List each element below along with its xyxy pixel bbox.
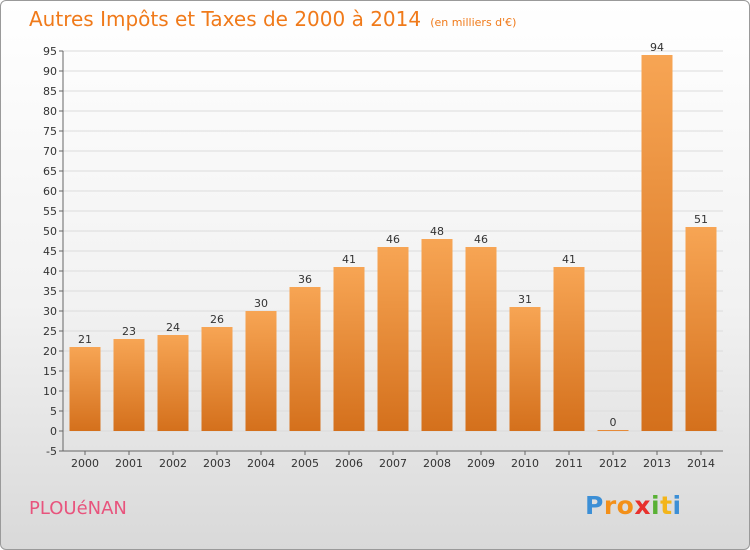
commune-name: PLOUéNAN: [29, 498, 127, 519]
y-tick-label: 10: [43, 385, 57, 398]
logo-letter: i: [672, 491, 682, 520]
bar-value-label: 41: [562, 253, 576, 266]
logo-letter: x: [634, 491, 651, 520]
y-tick-label: 60: [43, 185, 57, 198]
bar-value-label: 94: [650, 41, 664, 54]
bar-value-label: 31: [518, 293, 532, 306]
bar: [421, 239, 453, 431]
logo-letter: i: [651, 491, 661, 520]
bar-value-label: 21: [78, 333, 92, 346]
value-labels: 21 23 24 26 30 36 41 46 48 46 31 41 0 94 51: [78, 41, 708, 429]
logo-letter: t: [660, 491, 673, 520]
bar-value-label: 24: [166, 321, 180, 334]
y-tick-label: 50: [43, 225, 57, 238]
x-tick-label: 2014: [687, 457, 715, 470]
y-tick-label: 70: [43, 145, 57, 158]
bar: [289, 287, 321, 431]
bar: [201, 327, 233, 431]
bar: [641, 55, 673, 431]
bar-value-label: 36: [298, 273, 312, 286]
proxiti-logo: Proxiti: [585, 491, 682, 520]
bar: [597, 430, 629, 431]
logo-letter: o: [616, 491, 635, 520]
bar: [553, 267, 585, 431]
x-tick-label: 2010: [511, 457, 539, 470]
axes: -505101520253035404550556065707580859095…: [43, 45, 723, 470]
bar: [509, 307, 541, 431]
y-tick-label: 25: [43, 325, 57, 338]
bar: [113, 339, 145, 431]
bar-value-label: 51: [694, 213, 708, 226]
x-tick-label: 2012: [599, 457, 627, 470]
y-tick-label: 40: [43, 265, 57, 278]
y-tick-label: 20: [43, 345, 57, 358]
x-tick-label: 2007: [379, 457, 407, 470]
bars: [69, 55, 717, 431]
bar: [69, 347, 101, 431]
bar: [245, 311, 277, 431]
y-tick-label: 95: [43, 45, 57, 58]
y-tick-label: 55: [43, 205, 57, 218]
y-tick-label: 65: [43, 165, 57, 178]
x-tick-label: 2009: [467, 457, 495, 470]
x-tick-label: 2005: [291, 457, 319, 470]
chart-subtitle: (en milliers d'€): [430, 16, 517, 29]
bar: [685, 227, 717, 431]
bar-value-label: 46: [386, 233, 400, 246]
bar: [465, 247, 497, 431]
y-tick-label: -5: [46, 445, 57, 458]
bar: [333, 267, 365, 431]
x-tick-label: 2013: [643, 457, 671, 470]
logo-letter: P: [585, 491, 604, 520]
x-tick-label: 2003: [203, 457, 231, 470]
logo-letter: r: [603, 491, 617, 520]
x-tick-label: 2002: [159, 457, 187, 470]
bar-value-label: 48: [430, 225, 444, 238]
bar-value-label: 46: [474, 233, 488, 246]
title-line: Autres Impôts et Taxes de 2000 à 2014 (e…: [29, 7, 516, 31]
y-tick-label: 0: [50, 425, 57, 438]
y-tick-label: 85: [43, 85, 57, 98]
x-tick-label: 2011: [555, 457, 583, 470]
y-tick-label: 30: [43, 305, 57, 318]
y-tick-label: 35: [43, 285, 57, 298]
x-tick-label: 2001: [115, 457, 143, 470]
y-tick-label: 80: [43, 105, 57, 118]
bar-value-label: 30: [254, 297, 268, 310]
bar: [157, 335, 189, 431]
y-tick-label: 5: [50, 405, 57, 418]
x-tick-label: 2008: [423, 457, 451, 470]
bar-value-label: 26: [210, 313, 224, 326]
y-tick-label: 15: [43, 365, 57, 378]
y-tick-label: 45: [43, 245, 57, 258]
x-tick-label: 2004: [247, 457, 275, 470]
bar-value-label: 23: [122, 325, 136, 338]
y-tick-label: 75: [43, 125, 57, 138]
bar: [377, 247, 409, 431]
x-tick-label: 2006: [335, 457, 363, 470]
y-tick-label: 90: [43, 65, 57, 78]
bar-value-label: 41: [342, 253, 356, 266]
chart-title: Autres Impôts et Taxes de 2000 à 2014: [29, 7, 422, 31]
x-tick-label: 2000: [71, 457, 99, 470]
bar-value-label: 0: [610, 416, 617, 429]
